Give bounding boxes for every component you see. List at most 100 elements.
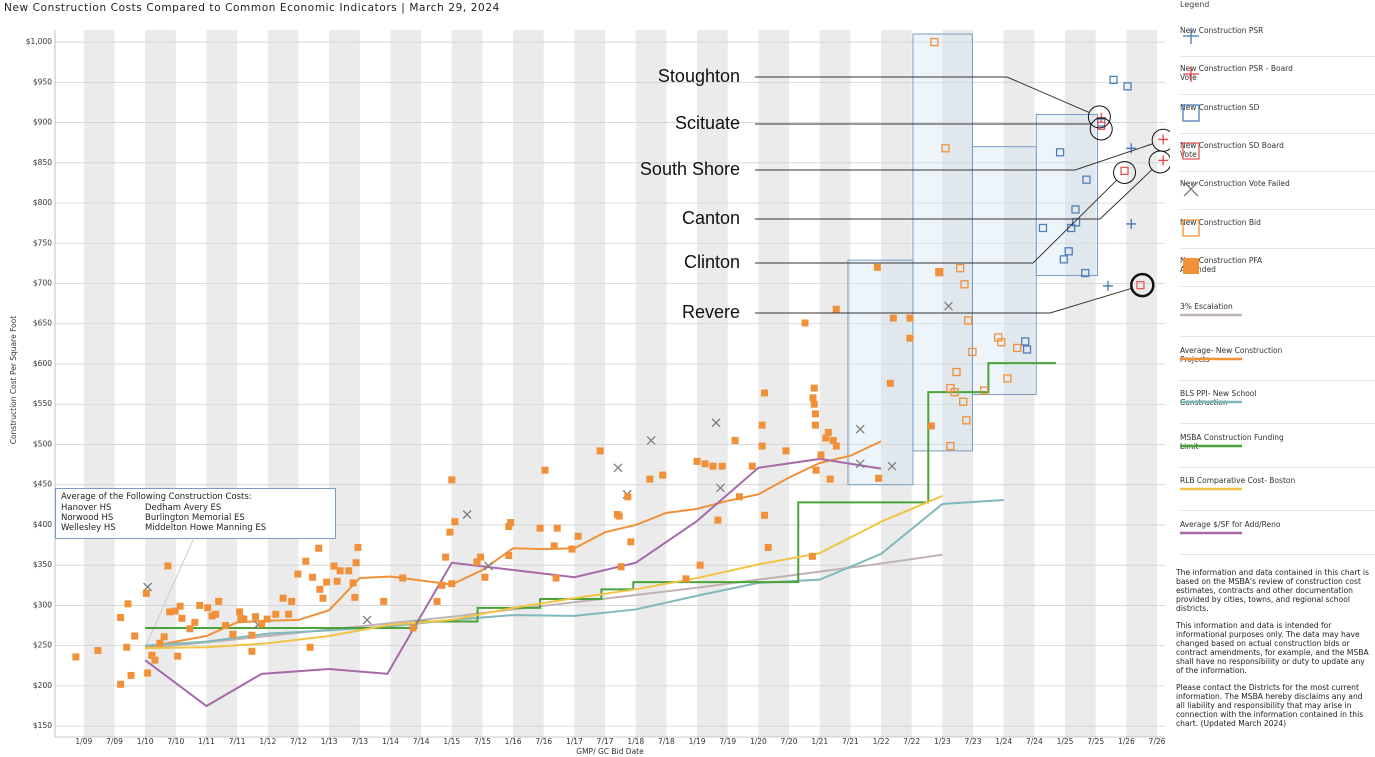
- filled-square-marker: [285, 610, 293, 618]
- legend-label: New Construction SD Board Vote: [1180, 140, 1284, 159]
- filled-square-marker: [731, 436, 739, 444]
- filled-square-marker: [380, 597, 388, 605]
- legend-swatch: [1183, 66, 1199, 83]
- note-paragraph: Please contact the Districts for the mos…: [1176, 683, 1364, 728]
- legend-plus: [1183, 28, 1199, 44]
- filled-square-marker: [693, 457, 701, 465]
- filled-square-marker: [186, 625, 194, 633]
- filled-square-marker: [873, 263, 881, 271]
- x-tick-label: 7/09: [106, 737, 123, 746]
- legend-swatch: [1182, 218, 1200, 237]
- y-tick-label: $550: [33, 399, 52, 408]
- filled-square-marker: [208, 612, 216, 620]
- filled-square-marker: [148, 651, 156, 659]
- filled-square-marker: [659, 471, 667, 479]
- x-tick-label: 7/20: [781, 737, 798, 746]
- legend-square: [1183, 257, 1199, 274]
- square-marker: [1055, 148, 1065, 157]
- x-tick-label: 1/19: [689, 737, 706, 746]
- square-marker: [956, 264, 965, 273]
- filled-square-marker: [212, 610, 220, 618]
- stripe: [451, 30, 483, 737]
- filled-square-marker: [306, 643, 314, 651]
- legend-label: New Construction Vote Failed: [1180, 179, 1290, 189]
- filled-square-marker: [279, 594, 287, 602]
- legend-square: [1182, 218, 1200, 237]
- square-marker: [1097, 121, 1106, 130]
- filled-square-marker: [889, 314, 897, 322]
- cross-marker: [715, 483, 725, 493]
- filled-square-marker: [196, 601, 204, 609]
- filled-square-marker: [345, 567, 353, 575]
- filled-square-marker: [349, 579, 357, 587]
- legend-cross: [1183, 181, 1199, 197]
- square-marker: [1120, 166, 1129, 175]
- legend-item: New Construction SD Board Vote: [1180, 137, 1375, 172]
- legend-swatch: [1183, 257, 1199, 274]
- filled-square-marker: [477, 553, 485, 561]
- y-tick-label: $450: [33, 480, 52, 489]
- filled-square-marker: [151, 656, 159, 664]
- x-tick-label: 7/12: [290, 737, 307, 746]
- series-markers: [143, 301, 953, 630]
- callout-item: Dedham Avery ES: [145, 503, 222, 513]
- stripe: [942, 30, 974, 737]
- legend-item: New Construction PFA Amended: [1180, 252, 1375, 287]
- annotation-label: Clinton: [684, 252, 740, 272]
- filled-square-marker: [248, 647, 256, 655]
- y-tick-label: $800: [33, 198, 52, 207]
- cross-marker: [613, 463, 623, 473]
- legend-label: Average $/SF for Add/Reno: [1180, 519, 1281, 529]
- square-marker: [1003, 374, 1012, 383]
- filled-square-marker: [627, 538, 635, 546]
- stripe: [1003, 30, 1035, 737]
- filled-square-marker: [812, 466, 820, 474]
- x-tick-label: 1/26: [1118, 737, 1135, 746]
- note-paragraph: The information and data contained in th…: [1176, 568, 1369, 613]
- filled-square-marker: [748, 462, 756, 470]
- filled-square-marker: [906, 314, 914, 322]
- filled-square-marker: [696, 561, 704, 569]
- filled-square-marker: [399, 574, 407, 582]
- filled-square-marker: [505, 552, 513, 560]
- x-tick-label: 7/26: [1149, 737, 1166, 746]
- annotation-label: Canton: [682, 208, 740, 228]
- plus-marker: [1126, 143, 1137, 154]
- annotation-label: Scituate: [675, 113, 740, 133]
- square-marker: [962, 416, 971, 425]
- cross-marker: [944, 301, 953, 311]
- stripe: [881, 30, 912, 737]
- square-marker: [1123, 82, 1132, 91]
- x-tick-label: 1/23: [934, 737, 951, 746]
- series-markers: [1021, 75, 1132, 354]
- filled-square-marker: [333, 577, 341, 585]
- filled-square-marker: [176, 602, 184, 610]
- legend-swatch: [1182, 103, 1200, 122]
- x-axis-label: GMP/ GC Bid Date: [576, 747, 644, 756]
- series-markers: [930, 37, 1022, 451]
- x-tick-label: 7/18: [658, 737, 675, 746]
- x-tick-label: 7/23: [965, 737, 982, 746]
- filled-square-marker: [302, 557, 310, 565]
- square-marker: [1013, 343, 1022, 353]
- chart: New Construction Costs Compared to Commo…: [4, 2, 1170, 756]
- x-tick-label: 7/14: [413, 737, 430, 746]
- filled-square-marker: [709, 462, 717, 470]
- legend-swatch: [1180, 487, 1242, 491]
- x-tick-label: 7/21: [842, 737, 859, 746]
- annotation-leader: [755, 169, 1153, 220]
- y-tick-label: $850: [33, 158, 52, 167]
- filled-square-marker: [294, 570, 302, 578]
- filled-square-marker: [258, 620, 266, 628]
- filled-square-marker: [810, 384, 818, 392]
- stripe: [758, 30, 790, 737]
- square-marker: [1081, 268, 1090, 278]
- y-tick-label: $150: [33, 721, 52, 730]
- filled-square-marker: [240, 615, 248, 623]
- legend-item: New Construction Vote Failed: [1180, 175, 1375, 211]
- plus-marker: [1126, 218, 1137, 229]
- annotation-circle: [1113, 160, 1137, 184]
- callout-box: Average of the Following Construction Co…: [55, 488, 336, 539]
- filled-square-marker: [117, 680, 125, 688]
- legend-item: New Construction SD: [1180, 99, 1375, 134]
